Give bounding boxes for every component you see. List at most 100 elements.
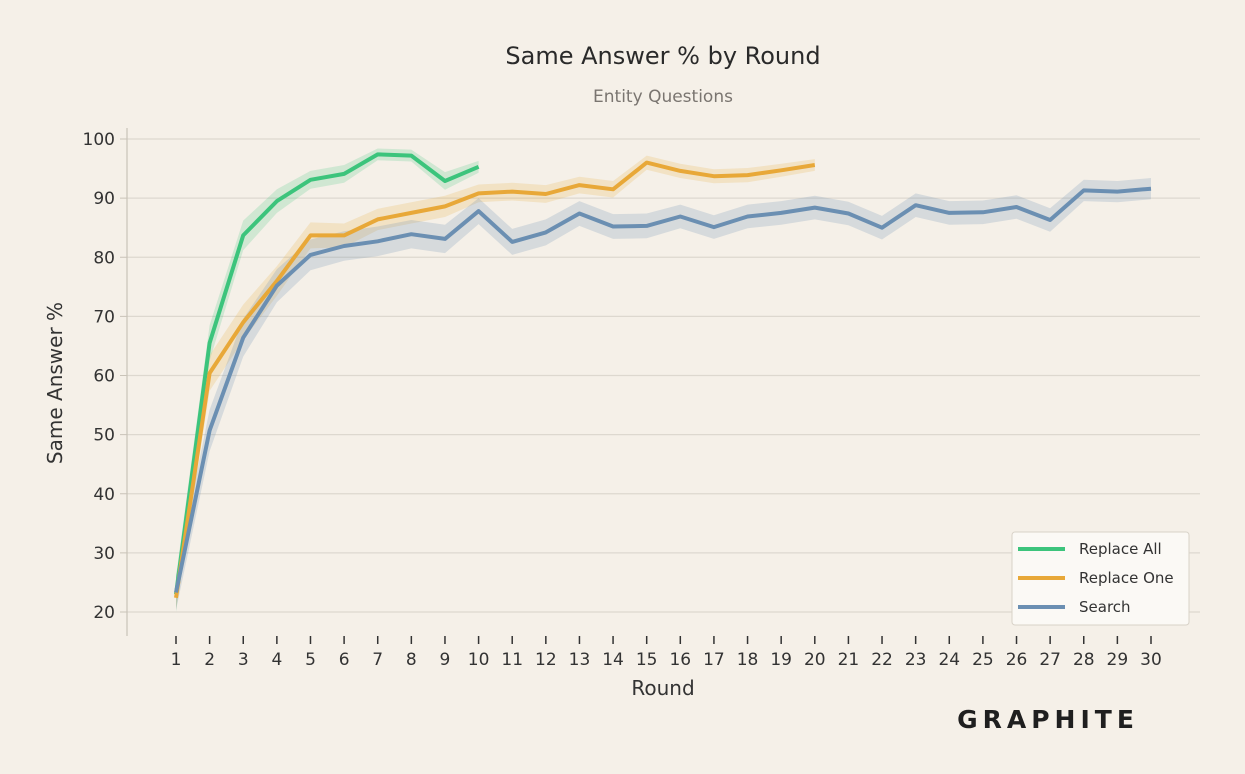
legend-label-search: Search [1079,598,1131,616]
x-tick-label-30: 30 [1140,650,1162,670]
confidence-bands [176,148,1151,612]
point-replace-all-2 [208,341,212,345]
line-search [174,186,1152,593]
x-tick-label-19: 19 [770,650,792,670]
x-tick-label-27: 27 [1039,650,1061,670]
point-search-16 [678,214,682,218]
point-search-8 [409,232,413,236]
legend-box [1011,531,1190,626]
x-tick-label-5: 5 [305,650,316,670]
point-replace-one-8 [409,211,413,215]
point-replace-all-3 [241,233,245,237]
x-tick-label-10: 10 [468,650,490,670]
x-tick-label-14: 14 [602,650,624,670]
legend-label-replace-all: Replace All [1079,540,1162,558]
point-replace-one-17 [712,174,716,178]
point-replace-one-15 [645,161,649,165]
x-tick-label-13: 13 [569,650,591,670]
point-search-29 [1115,190,1119,194]
point-search-27 [1048,218,1052,222]
point-search-26 [1015,205,1019,209]
point-search-17 [712,225,716,229]
x-tick-label-6: 6 [339,650,350,670]
x-tick-label-25: 25 [972,650,994,670]
point-search-5 [308,253,312,257]
point-search-3 [241,336,245,340]
point-replace-all-9 [443,179,447,183]
point-search-18 [746,214,750,218]
point-search-28 [1082,188,1086,192]
x-tick-label-24: 24 [938,650,960,670]
x-tick-label-1: 1 [171,650,182,670]
point-replace-one-18 [746,173,750,177]
y-tick-label-100: 100 [83,130,115,150]
point-search-23 [914,203,918,207]
x-tick-label-18: 18 [737,650,759,670]
x-tick-label-9: 9 [440,650,451,670]
point-replace-one-11 [510,190,514,194]
x-tick-label-16: 16 [669,650,691,670]
y-tick-label-60: 60 [93,367,115,387]
line-replace-one [174,160,816,599]
y-tick-label-70: 70 [93,307,115,327]
point-replace-one-3 [241,320,245,324]
x-tick-label-26: 26 [1006,650,1028,670]
point-search-30 [1149,187,1153,191]
point-replace-one-9 [443,204,447,208]
point-search-12 [544,230,548,234]
x-tick-label-22: 22 [871,650,893,670]
x-tick-label-28: 28 [1073,650,1095,670]
x-tick-label-11: 11 [501,650,523,670]
point-replace-one-14 [611,187,615,191]
point-search-22 [880,226,884,230]
point-replace-all-5 [308,178,312,182]
band-search [176,178,1151,611]
x-tick-label-3: 3 [238,650,249,670]
chart-subtitle: Entity Questions [593,87,733,107]
point-search-13 [577,211,581,215]
point-search-21 [846,211,850,215]
x-tick-label-2: 2 [204,650,215,670]
legend: Replace All Replace One Search [1011,531,1190,626]
x-tick-label-23: 23 [905,650,927,670]
y-tick-label-20: 20 [93,603,115,623]
point-replace-one-19 [779,168,783,172]
x-tick-label-4: 4 [271,650,282,670]
point-search-19 [779,211,783,215]
x-tick-label-7: 7 [372,650,383,670]
point-replace-one-20 [813,163,817,167]
point-search-11 [510,240,514,244]
x-tick-label-8: 8 [406,650,417,670]
line-replace-all [174,152,480,595]
y-axis-title: Same Answer % [43,302,67,464]
point-replace-one-7 [376,217,380,221]
point-replace-one-6 [342,233,346,237]
point-replace-all-7 [376,152,380,156]
point-replace-one-2 [208,371,212,375]
y-tick-label-50: 50 [93,426,115,446]
point-search-24 [947,211,951,215]
point-search-4 [275,284,279,288]
point-search-15 [645,224,649,228]
point-search-20 [813,206,817,210]
y-tick-label-90: 90 [93,189,115,209]
x-tick-label-29: 29 [1107,650,1129,670]
point-replace-one-1 [174,596,178,600]
point-search-9 [443,237,447,241]
point-replace-all-10 [477,165,481,169]
y-tick-label-80: 80 [93,248,115,268]
x-tick-label-17: 17 [703,650,725,670]
point-replace-one-5 [308,233,312,237]
point-replace-all-8 [409,154,413,158]
point-search-14 [611,225,615,229]
point-search-1 [174,590,178,594]
x-tick-label-21: 21 [838,650,860,670]
point-replace-one-13 [577,183,581,187]
legend-label-replace-one: Replace One [1079,569,1174,587]
point-replace-all-4 [275,199,279,203]
point-search-7 [376,239,380,243]
point-search-10 [477,209,481,213]
series-lines [174,152,1153,600]
point-search-2 [208,428,212,432]
